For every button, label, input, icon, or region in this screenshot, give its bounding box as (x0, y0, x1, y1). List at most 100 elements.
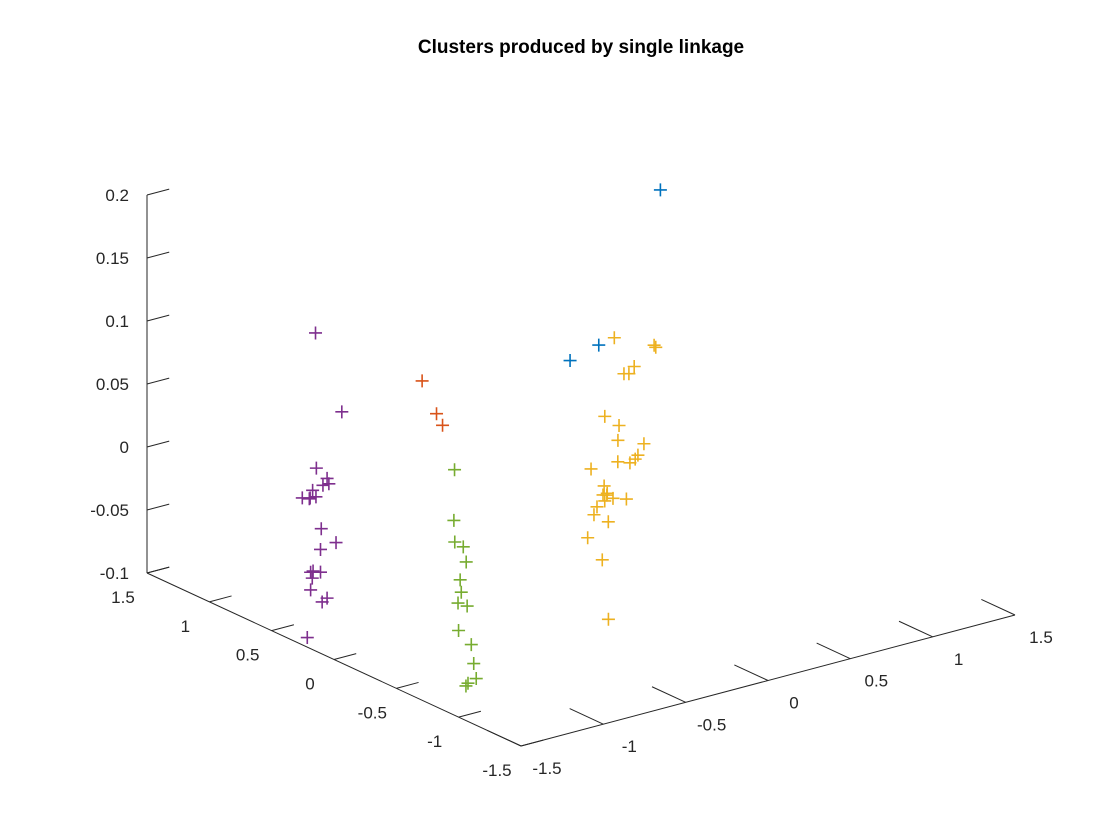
z-tick-label-2: 0 (120, 438, 129, 457)
y-tick-4 (271, 624, 295, 632)
y-tick-5 (209, 595, 232, 603)
y-tick-1 (458, 710, 482, 718)
x-tick-4 (816, 642, 851, 660)
series-4 (447, 463, 483, 693)
y-tick-label-5: 1 (181, 617, 190, 636)
data-point-s2-7 (627, 359, 641, 373)
data-point-s4-6 (460, 599, 474, 613)
series-2 (581, 331, 663, 626)
z-tick-1 (146, 503, 170, 511)
y-tick-label-6: 1.5 (111, 588, 135, 607)
data-point-s2-5 (611, 433, 625, 447)
data-point-s1-1 (430, 407, 444, 421)
chart-title: Clusters produced by single linkage (418, 37, 744, 58)
x-tick-6 (981, 598, 1016, 616)
data-point-s2-21 (631, 448, 645, 462)
data-point-s3-17 (305, 571, 319, 585)
z-tick-label-5: 0.15 (96, 249, 129, 268)
y-tick-label-1: -1 (427, 732, 442, 751)
data-point-s3-2 (309, 461, 323, 475)
data-point-s2-16 (598, 494, 612, 508)
data-point-s4-8 (451, 596, 465, 610)
data-point-s3-9 (306, 483, 320, 497)
data-point-s2-8 (622, 367, 636, 381)
data-point-s2-2 (647, 338, 661, 352)
z-tick-6 (146, 188, 170, 196)
data-point-s3-13 (314, 542, 327, 556)
data-point-s2-19 (600, 488, 614, 502)
data-point-s2-9 (598, 409, 612, 423)
data-point-s2-20 (581, 531, 595, 545)
x-tick-5 (898, 620, 933, 638)
z-tick-0 (146, 566, 170, 574)
x-tick-label-1: -1 (622, 737, 637, 756)
data-point-s4-2 (448, 535, 462, 549)
data-point-s3-3 (322, 477, 336, 491)
data-point-s4-10 (464, 638, 478, 652)
data-point-s3-14 (306, 564, 320, 578)
y-tick-label-0: -1.5 (482, 761, 511, 780)
axes: -1.5 -1 -0.5 0 0.5 1 1.5 -1.5 -1 -0.5 0 0.5 1 1.5 -0.1… (90, 186, 1053, 780)
data-point-s3-10 (303, 491, 317, 505)
data-point-s4-5 (453, 573, 467, 587)
data-point-s2-27 (597, 479, 611, 493)
data-point-s4-9 (452, 624, 466, 637)
y-tick-label-3: 0 (305, 675, 314, 694)
data-point-s2-4 (611, 455, 625, 469)
series-3 (295, 326, 349, 645)
data-point-s2-22 (637, 437, 651, 451)
data-point-s2-15 (587, 508, 601, 522)
z-tick-4 (146, 314, 170, 322)
data-point-s2-14 (619, 492, 633, 506)
z-tick-3 (146, 377, 170, 385)
data-point-s4-12 (461, 676, 475, 690)
data-point-s3-20 (320, 591, 334, 605)
y-tick-label-2: -0.5 (358, 703, 387, 722)
y-tick-2 (396, 681, 419, 689)
data-point-s2-3 (649, 340, 663, 354)
z-tick-label-3: 0.05 (96, 375, 129, 394)
y-tick-label-4: 0.5 (236, 646, 260, 665)
data-point-s3-18 (304, 583, 318, 597)
x-tick-label-3: 0 (789, 694, 798, 713)
z-tick-label-0: -0.1 (100, 564, 129, 583)
data-point-s3-6 (309, 490, 323, 504)
data-point-s3-5 (316, 478, 330, 492)
data-point-s4-4 (459, 555, 473, 569)
data-point-s4-1 (447, 513, 461, 527)
data-point-s1-0 (415, 374, 429, 388)
series-0 (563, 183, 667, 368)
data-point-s4-14 (469, 672, 483, 686)
x-tick-3 (734, 664, 769, 681)
data-point-s4-7 (454, 585, 468, 599)
data-point-s3-4 (320, 471, 334, 485)
x-tick-label-4: 0.5 (865, 672, 889, 691)
data-point-s2-24 (601, 612, 615, 626)
x-tick-2 (651, 686, 686, 703)
z-tick-label-1: -0.05 (90, 501, 129, 520)
x-tick-label-6: 1.5 (1029, 628, 1053, 647)
data-point-s2-1 (612, 419, 626, 433)
z-tick-label-4: 0.1 (105, 312, 129, 331)
data-point-s0-1 (563, 354, 577, 368)
data-point-s2-25 (590, 500, 604, 514)
data-point-s2-26 (601, 515, 615, 529)
z-tick-5 (146, 251, 170, 259)
x-tick-0 (487, 729, 522, 747)
x-tick-label-2: -0.5 (697, 715, 726, 734)
data-point-s4-0 (448, 463, 462, 477)
data-point-s3-16 (314, 565, 327, 579)
z-tick-2 (146, 440, 170, 448)
data-point-s3-1 (335, 405, 349, 419)
series-1 (415, 374, 450, 432)
y-tick-3 (333, 653, 357, 660)
data-point-s3-21 (300, 631, 314, 645)
data-point-s0-2 (592, 338, 606, 352)
data-point-s2-11 (584, 462, 598, 476)
data-point-s1-2 (436, 418, 450, 432)
data-point-s3-12 (329, 536, 343, 550)
x-tick-1 (569, 708, 604, 725)
x-tick-label-0: -1.5 (532, 759, 561, 778)
data-point-s4-3 (456, 540, 470, 554)
